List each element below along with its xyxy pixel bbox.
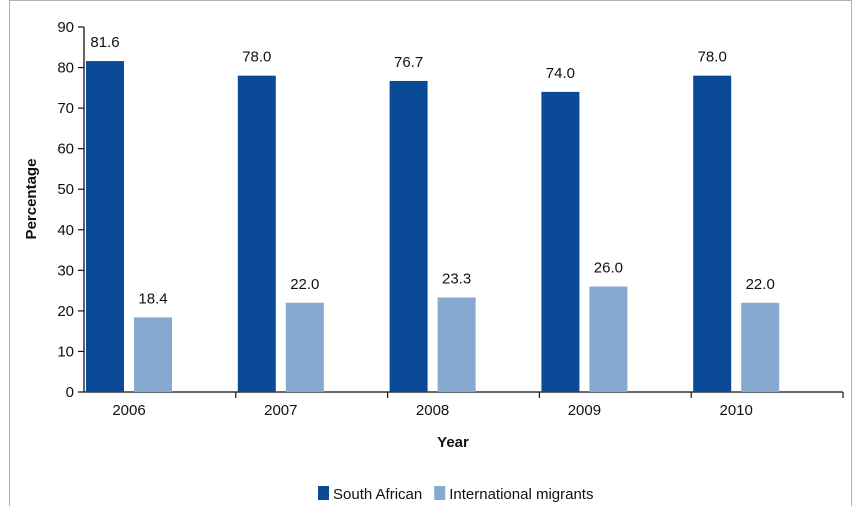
x-axis-title: Year [437, 434, 469, 451]
bar-south-african-2006 [86, 61, 124, 393]
legend-label: South African [333, 486, 422, 503]
bar-international-migrants-2008 [437, 297, 476, 392]
y-tick-label: 0 [66, 384, 74, 401]
x-tick-label: 2007 [264, 402, 297, 419]
bar-south-african-2007 [237, 75, 276, 393]
y-axis-title: Percentage [23, 159, 40, 240]
bar-international-migrants-2010 [741, 302, 780, 392]
y-tick-label: 20 [57, 303, 74, 320]
x-tick-label: 2010 [720, 402, 753, 419]
legend-swatch-south-african [318, 486, 329, 500]
y-tick-label: 40 [57, 222, 74, 239]
y-tick-label: 10 [57, 343, 74, 360]
bar-value-label: 18.4 [138, 290, 167, 307]
legend: South African International migrants [318, 486, 593, 503]
bar-international-migrants-2009 [589, 286, 628, 392]
y-tick-label: 70 [57, 100, 74, 117]
y-tick-label: 80 [57, 60, 74, 77]
y-tick-label: 60 [57, 141, 74, 158]
bar-value-label: 78.0 [242, 49, 271, 66]
bar-value-label: 74.0 [546, 65, 575, 82]
y-tick-label: 30 [57, 262, 74, 279]
bar-value-label: 22.0 [290, 276, 319, 293]
bars: 81.6 18.4 78.0 22.0 76.7 23.3 74.0 26.0 78.0 22.0 [86, 34, 780, 393]
x-axis: 2006 2007 2008 2009 2010 [84, 391, 844, 419]
x-tick-label: 2009 [568, 402, 601, 419]
y-tick-label: 50 [57, 181, 74, 198]
bar-value-label: 78.0 [698, 49, 727, 66]
legend-label: International migrants [449, 486, 593, 503]
legend-swatch-international-migrants [434, 486, 446, 500]
bar-value-label: 76.7 [394, 54, 423, 71]
bar-international-migrants-2007 [285, 302, 324, 392]
bar-south-african-2009 [541, 91, 580, 392]
bar-international-migrants-2006 [134, 317, 172, 392]
bar-value-label: 26.0 [594, 260, 623, 277]
y-tick-label: 90 [57, 19, 74, 36]
bar-south-african-2008 [389, 80, 428, 392]
chart-frame [9, 0, 852, 506]
bar-value-label: 23.3 [442, 271, 471, 288]
y-axis: 0 10 20 30 40 50 60 70 80 90 [57, 19, 85, 401]
bar-south-african-2010 [693, 75, 732, 393]
bar-value-label: 22.0 [746, 276, 775, 293]
bar-value-label: 81.6 [90, 34, 119, 51]
x-tick-label: 2008 [416, 402, 449, 419]
x-tick-label: 2006 [112, 402, 145, 419]
